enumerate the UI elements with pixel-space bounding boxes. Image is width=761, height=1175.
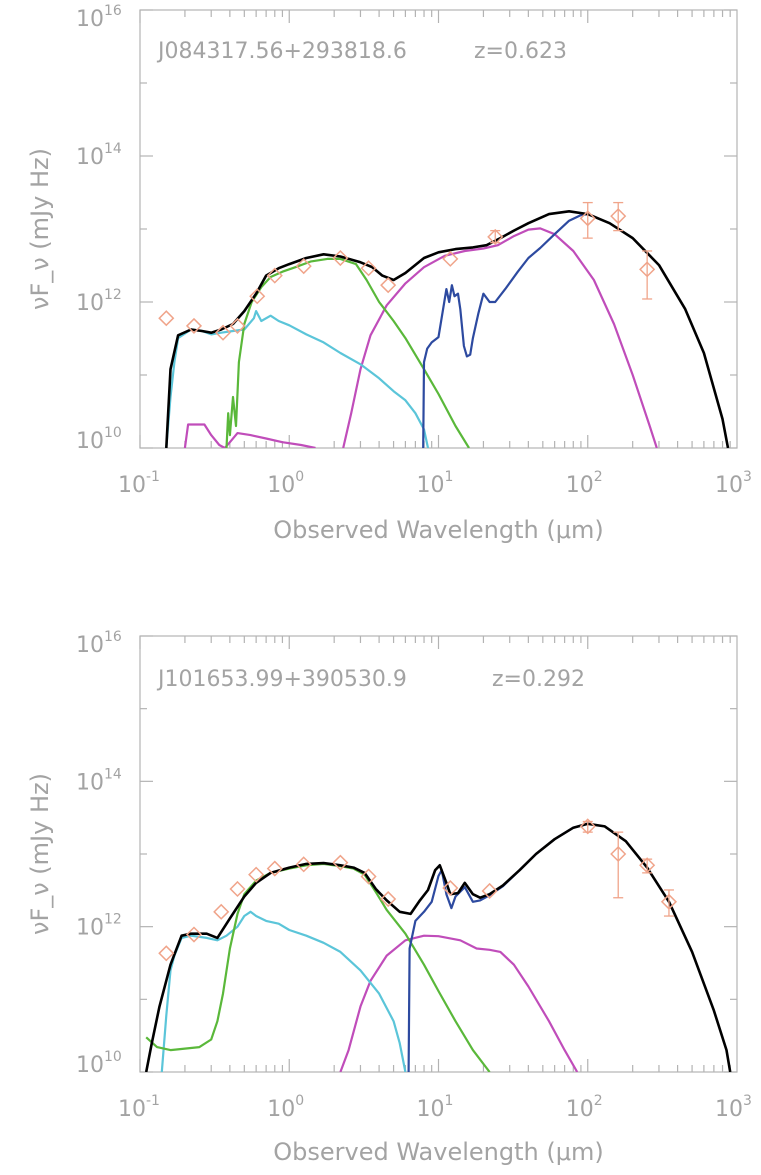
data-point [639,857,656,874]
data-point [295,856,312,873]
data-point [487,228,504,245]
data-point [295,258,312,275]
x-tick-label: 101 [417,469,454,498]
data-point [579,818,596,835]
component-curve-blue [407,822,589,1072]
x-tick-label: 103 [715,1093,752,1122]
data-point [185,317,203,334]
axis-ticks [139,9,737,449]
x-tick-label: 100 [267,469,304,498]
y-tick-label: 1010 [76,1049,122,1078]
data-point [380,277,397,294]
component-curve-magenta [183,423,316,448]
model-curves [144,822,732,1072]
data-point [213,903,230,920]
x-tick-label: 10-1 [118,1093,160,1122]
x-axis-label: Observed Wavelength (μm) [273,516,603,544]
data-point [185,926,203,943]
y-tick-label: 1010 [76,425,122,454]
axis-ticks [139,635,737,1073]
tick-labels: 10-1 100 101 102 103 1010 1012 1014 [76,3,752,498]
sed-panel-2: 10-1 100 101 102 103 1010 1012 1014 [26,629,752,1166]
tick-labels: 10-1 100 101 102 103 1010 1012 1014 [76,629,752,1122]
redshift-label: z=0.292 [492,667,585,692]
y-tick-label: 1014 [76,141,122,170]
component-curve-magenta-dust [339,934,579,1072]
data-point [481,882,498,900]
y-axis-label: νF_ν (mJy Hz) [26,148,54,310]
plot-frame [139,635,738,1073]
data-point [442,250,459,267]
redshift-label: z=0.623 [474,39,567,64]
model-curves [165,210,730,448]
data-point [332,854,349,871]
data-point [229,317,246,334]
x-tick-label: 102 [566,469,603,498]
data-point [266,860,283,877]
source-name-label: J084317.56+293818.6 [156,39,407,64]
x-tick-label: 102 [566,1093,603,1122]
data-point [579,210,596,227]
total-model-curve [144,822,732,1072]
data-point [442,879,459,897]
y-tick-label: 1016 [76,629,122,658]
data-point [610,208,627,225]
photometry-points [158,201,656,341]
x-tick-label: 101 [417,1093,454,1122]
data-point [229,880,246,898]
plot-frame [139,9,738,449]
data-point [380,890,397,908]
data-point [360,868,377,885]
component-curve-blue [422,213,588,448]
data-point [158,945,175,962]
data-point [660,893,678,910]
y-tick-label: 1012 [76,912,122,941]
data-point [214,324,232,341]
x-axis-label: Observed Wavelength (μm) [273,1138,603,1166]
source-name-label: J101653.99+390530.9 [156,667,407,692]
data-point [158,310,175,327]
data-point [248,866,265,883]
data-point [360,260,377,277]
sed-panel-1: 10-1 100 101 102 103 1010 1012 1014 [26,3,752,544]
data-point [249,288,266,305]
x-tick-label: 100 [267,1093,304,1122]
y-tick-label: 1016 [76,3,122,32]
x-tick-label: 103 [715,469,752,498]
data-point [332,249,349,267]
data-point [266,267,283,284]
y-tick-label: 1012 [76,287,122,316]
photometry-points [158,818,678,962]
y-axis-label: νF_ν (mJy Hz) [26,773,54,935]
y-tick-label: 1014 [76,766,122,795]
data-point [639,261,656,278]
component-curve-magenta-dust [342,227,658,448]
component-curve-green [145,862,491,1072]
component-curve-green [225,257,470,448]
data-point [610,845,627,863]
x-tick-label: 10-1 [118,469,160,498]
